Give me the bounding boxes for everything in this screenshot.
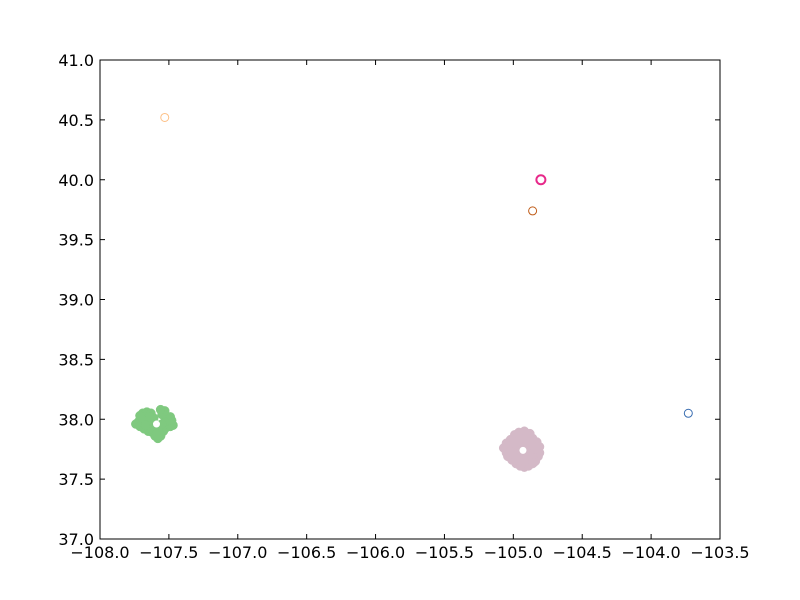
x-tick-label: −108.0 [70, 543, 129, 562]
cluster-center-point [152, 420, 160, 428]
x-tick-label: −105.5 [415, 543, 474, 562]
data-point [160, 112, 170, 122]
plot-background [100, 60, 720, 539]
data-point [135, 410, 145, 421]
y-tick-label: 40.5 [58, 111, 94, 130]
y-tick-label: 38.5 [58, 350, 94, 369]
y-tick-label: 41.0 [58, 51, 94, 70]
x-tick-label: −106.5 [277, 543, 336, 562]
data-points [131, 112, 693, 472]
data-point [528, 206, 538, 216]
data-point [519, 456, 530, 466]
data-point [151, 428, 162, 439]
cluster-center-point [519, 446, 527, 454]
data-point [144, 412, 155, 422]
y-tick-label: 37.0 [58, 530, 94, 549]
data-point [535, 174, 547, 186]
data-point [508, 438, 519, 448]
y-tick-label: 40.0 [58, 171, 94, 190]
data-point [529, 457, 539, 468]
data-point [155, 404, 166, 415]
y-tick-label: 37.5 [58, 470, 94, 489]
x-tick-label: −104.5 [553, 543, 612, 562]
data-point [683, 408, 693, 418]
x-tick-label: −104.0 [622, 543, 681, 562]
x-tick-label: −106.0 [346, 543, 405, 562]
data-point [522, 432, 532, 442]
y-tick-label: 39.5 [58, 231, 94, 250]
x-tick-label: −105.0 [484, 543, 543, 562]
y-tick-label: 38.0 [58, 410, 94, 429]
axes: −108.0 −107.5 −107.0 −106.5 −106.0 −105.5 −105… [58, 51, 749, 562]
x-tick-label: −107.0 [208, 543, 267, 562]
y-tick-label: 39.0 [58, 291, 94, 310]
data-point [140, 420, 151, 430]
data-point [511, 455, 521, 465]
x-tick-label: −107.5 [139, 543, 198, 562]
x-tick-label: −103.5 [690, 543, 749, 562]
plot-frame [99, 59, 721, 540]
